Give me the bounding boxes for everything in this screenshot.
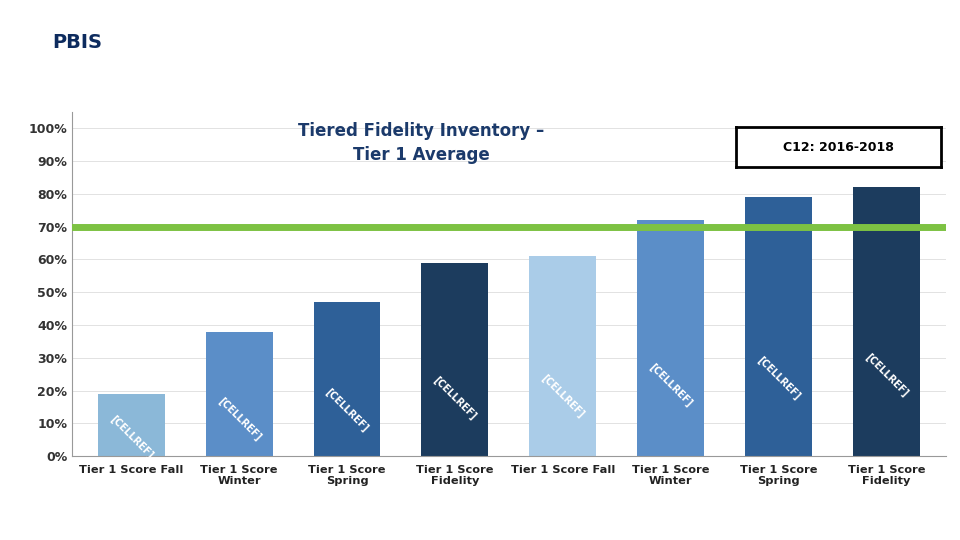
Text: [CELLREF]: [CELLREF] <box>108 414 155 461</box>
Text: [CELLREF]: [CELLREF] <box>540 373 587 420</box>
Bar <box>205 332 273 456</box>
Bar <box>637 220 704 456</box>
FancyBboxPatch shape <box>10 8 144 87</box>
Bar <box>314 302 380 456</box>
Text: PBIS: PBIS <box>52 33 102 52</box>
Bar <box>98 394 165 456</box>
Bar <box>745 197 812 456</box>
Bar <box>529 256 596 456</box>
Text: [CELLREF]: [CELLREF] <box>863 352 910 399</box>
Text: [CELLREF]: [CELLREF] <box>431 375 478 422</box>
Text: Cohort 12 (2016-2018): Cohort 12 (2016-2018) <box>432 62 662 80</box>
Bar <box>421 263 489 456</box>
Text: [CELLREF]: [CELLREF] <box>216 395 263 442</box>
Text: Cohort Implementation Fidelity Benchmarks: Cohort Implementation Fidelity Benchmark… <box>218 17 876 43</box>
Text: [CELLREF]: [CELLREF] <box>647 362 694 409</box>
Bar <box>852 187 920 456</box>
Text: [CELLREF]: [CELLREF] <box>324 387 371 434</box>
Text: Tiered Fidelity Inventory –
Tier 1 Average: Tiered Fidelity Inventory – Tier 1 Avera… <box>299 122 544 164</box>
Text: [CELLREF]: [CELLREF] <box>755 355 802 402</box>
